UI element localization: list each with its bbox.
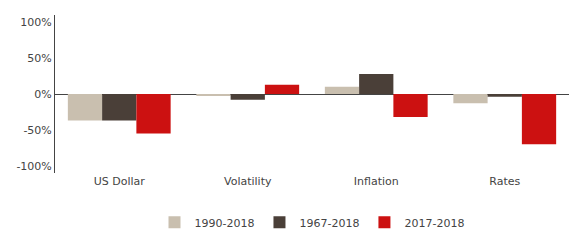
svg-text:-50%: -50% [23,124,51,137]
svg-text:1967-2018: 1967-2018 [299,217,359,230]
svg-text:1990-2018: 1990-2018 [195,217,255,230]
svg-text:0%: 0% [34,88,51,101]
svg-text:Inflation: Inflation [354,175,399,188]
svg-text:Volatility: Volatility [224,175,272,188]
svg-text:US Dollar: US Dollar [94,175,146,188]
svg-text:100%: 100% [20,16,51,29]
svg-text:50%: 50% [27,52,51,65]
svg-text:2017-2018: 2017-2018 [404,217,464,230]
svg-text:Rates: Rates [489,175,520,188]
svg-text:-100%: -100% [16,160,51,173]
